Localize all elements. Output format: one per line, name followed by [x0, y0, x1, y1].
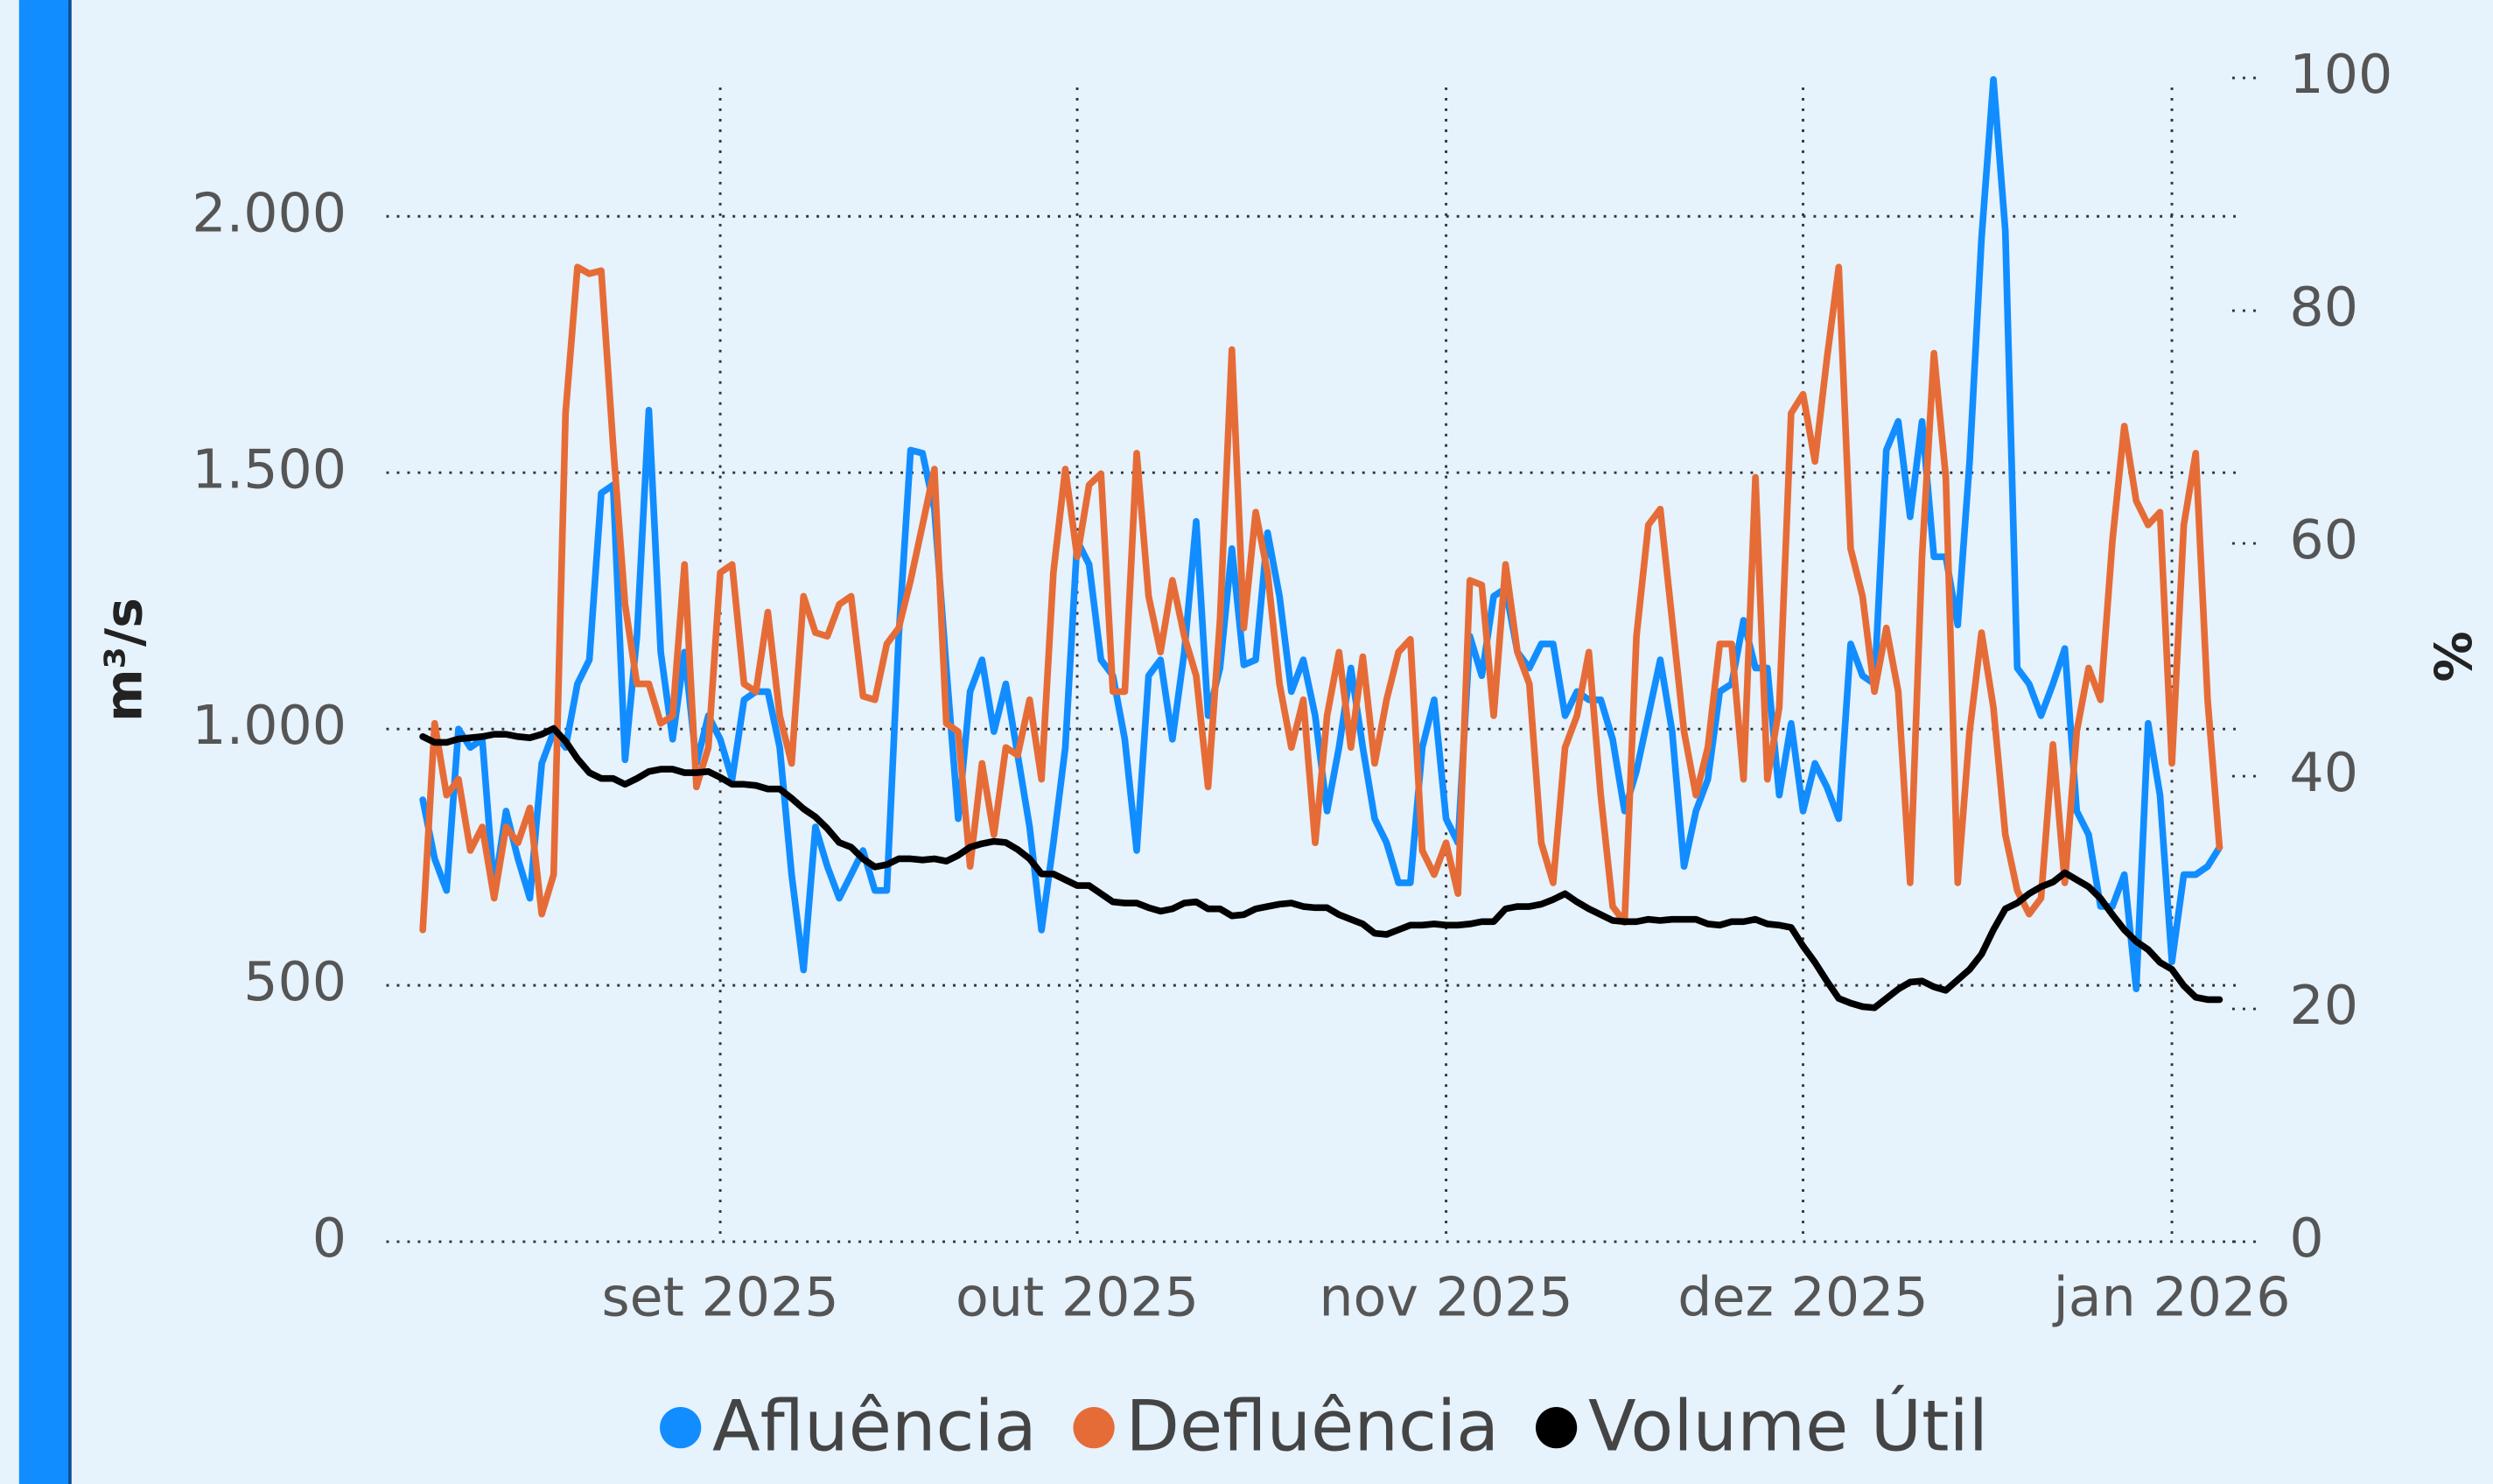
series-line [419, 724, 2223, 1012]
legend-marker [660, 1407, 702, 1449]
x-tick-label: set 2025 [601, 1265, 838, 1328]
y2-tick-label: 60 [2289, 508, 2358, 571]
x-tick-label: out 2025 [956, 1265, 1199, 1328]
x-tick-label: nov 2025 [1319, 1265, 1572, 1328]
legend-label: Defluência [1125, 1385, 1499, 1466]
y-tick-label: 2.000 [192, 181, 347, 244]
y2-tick-label: 40 [2289, 741, 2358, 804]
y-axis-title: m³/s [94, 598, 153, 722]
legend-marker [1073, 1407, 1115, 1449]
series-line [419, 263, 2223, 934]
y2-tick-label: 100 [2289, 43, 2392, 106]
y2-axis-title: % [2422, 631, 2482, 682]
x-tick-label: jan 2026 [2052, 1265, 2291, 1328]
y-tick-label: 1.500 [192, 438, 347, 500]
y2-tick-label: 20 [2289, 974, 2358, 1037]
legend-label: Afluência [712, 1385, 1037, 1466]
y2-tick-label: 80 [2289, 276, 2358, 339]
x-tick-label: dez 2025 [1677, 1265, 1928, 1328]
legend-label: Volume Útil [1588, 1384, 1988, 1466]
y-tick-label: 0 [312, 1207, 347, 1270]
legend-marker [1535, 1407, 1578, 1449]
accent-bar [18, 0, 70, 1484]
y2-tick-label: 0 [2289, 1207, 2323, 1270]
y-tick-label: 1.000 [192, 694, 347, 757]
y-tick-label: 500 [243, 950, 347, 1013]
